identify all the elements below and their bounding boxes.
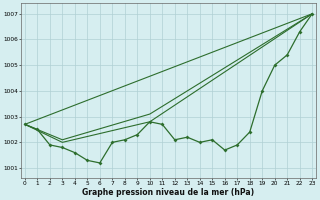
X-axis label: Graphe pression niveau de la mer (hPa): Graphe pression niveau de la mer (hPa) (83, 188, 255, 197)
